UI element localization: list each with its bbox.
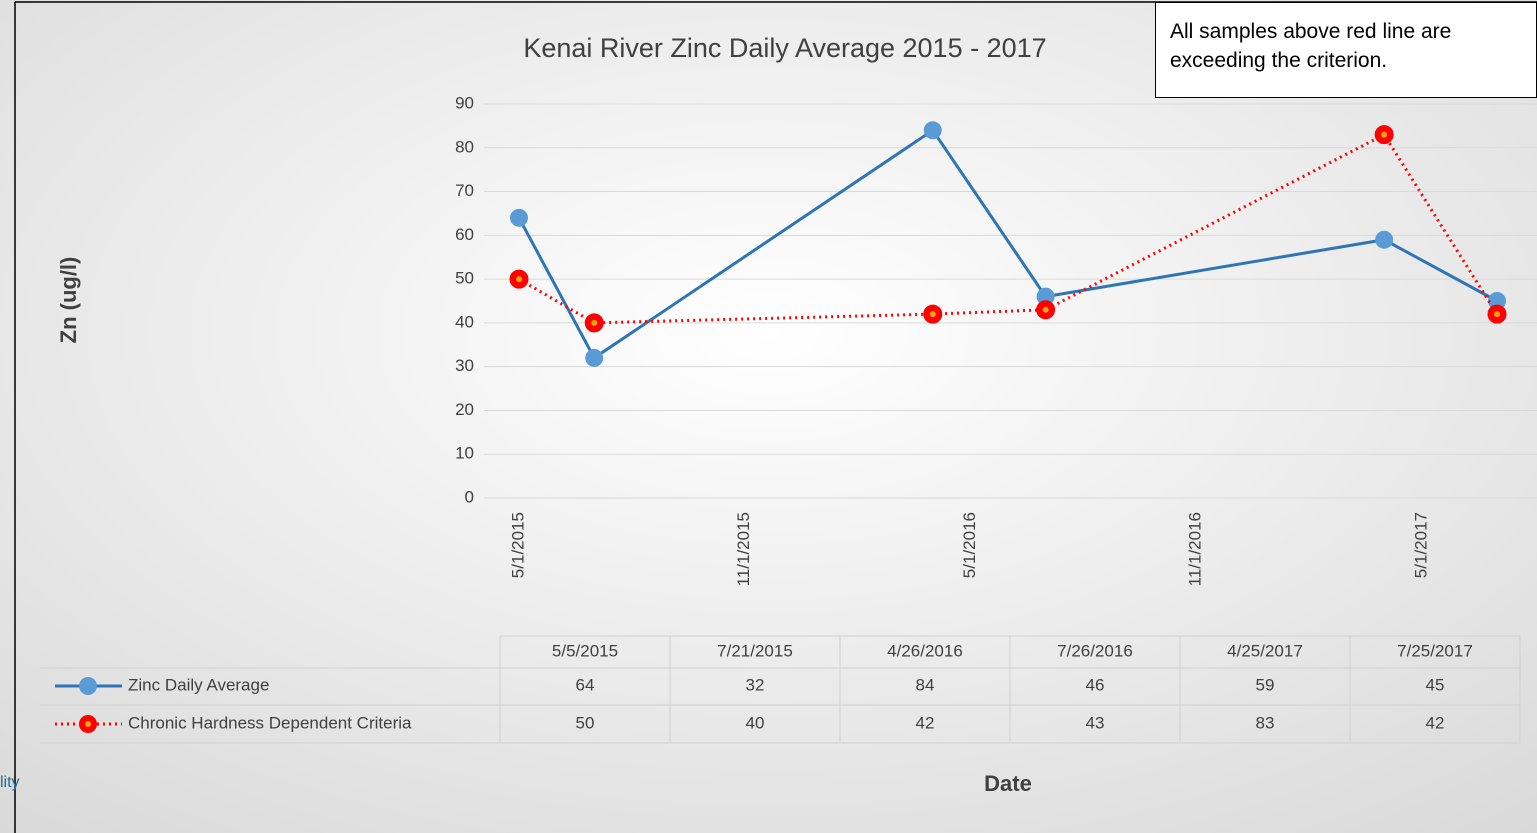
- y-tick-label: 90: [455, 93, 474, 112]
- y-tick-label: 10: [455, 444, 474, 463]
- x-tick-label: 5/1/2015: [508, 512, 527, 578]
- table-value: 32: [746, 675, 765, 694]
- series-line: [518, 132, 1499, 325]
- table-value: 42: [1426, 713, 1445, 732]
- y-tick-label: 70: [455, 181, 474, 200]
- x-axis-title: Date: [984, 771, 1032, 796]
- table-value: 84: [916, 675, 935, 694]
- table-header: 7/25/2017: [1397, 641, 1473, 660]
- x-tick-label: 11/1/2016: [1186, 512, 1205, 586]
- series-marker: [1036, 287, 1055, 306]
- x-tick-label: 11/1/2015: [734, 512, 753, 586]
- legend-marker-center: [85, 721, 91, 727]
- y-tick-label: 0: [465, 487, 474, 506]
- y-tick-label: 30: [455, 356, 474, 375]
- background-text: lity: [0, 774, 20, 791]
- marker-center: [1042, 306, 1049, 313]
- table-header: 4/26/2016: [887, 641, 963, 660]
- table-header: 7/26/2016: [1057, 641, 1133, 660]
- series-marker: [510, 208, 528, 227]
- marker-center: [516, 276, 522, 283]
- table-header: 5/5/2015: [552, 641, 618, 660]
- legend-label: Zinc Daily Average: [128, 675, 269, 694]
- table-value: 59: [1256, 675, 1275, 694]
- table-value: 40: [746, 713, 765, 732]
- series-line: [517, 128, 1498, 361]
- marker-center: [1494, 311, 1500, 318]
- series-marker: [923, 121, 942, 140]
- table-value: 50: [576, 713, 595, 732]
- y-tick-label: 50: [455, 269, 474, 288]
- y-tick-label: 60: [455, 225, 474, 244]
- table-value: 43: [1086, 713, 1105, 732]
- annotation: All samples above red line are exceeding…: [1170, 20, 1452, 72]
- x-tick-label: 5/1/2017: [1411, 512, 1430, 578]
- legend-label: Chronic Hardness Dependent Criteria: [128, 713, 412, 732]
- marker-center: [929, 311, 936, 318]
- y-tick-label: 40: [455, 312, 474, 331]
- y-axis-title: Zn (ug/l): [56, 257, 81, 344]
- y-tick-label: 20: [455, 400, 474, 419]
- table-value: 42: [916, 713, 935, 732]
- annotation-box: All samples above red line are exceeding…: [1155, 2, 1537, 98]
- marker-center: [1381, 131, 1388, 138]
- series-marker: [1375, 230, 1394, 249]
- marker-center: [591, 319, 598, 326]
- table-value: 46: [1086, 675, 1105, 694]
- table-header: 4/25/2017: [1227, 641, 1303, 660]
- series-marker: [585, 348, 604, 367]
- legend-marker: [79, 677, 97, 695]
- x-tick-label: 5/1/2016: [960, 512, 979, 578]
- table-value: 64: [576, 675, 595, 694]
- y-tick-label: 80: [455, 137, 474, 156]
- chart-title: Kenai River Zinc Daily Average 2015 - 20…: [523, 33, 1046, 63]
- table-value: 45: [1426, 675, 1445, 694]
- table-header: 7/21/2015: [717, 641, 793, 660]
- table-value: 83: [1256, 713, 1275, 732]
